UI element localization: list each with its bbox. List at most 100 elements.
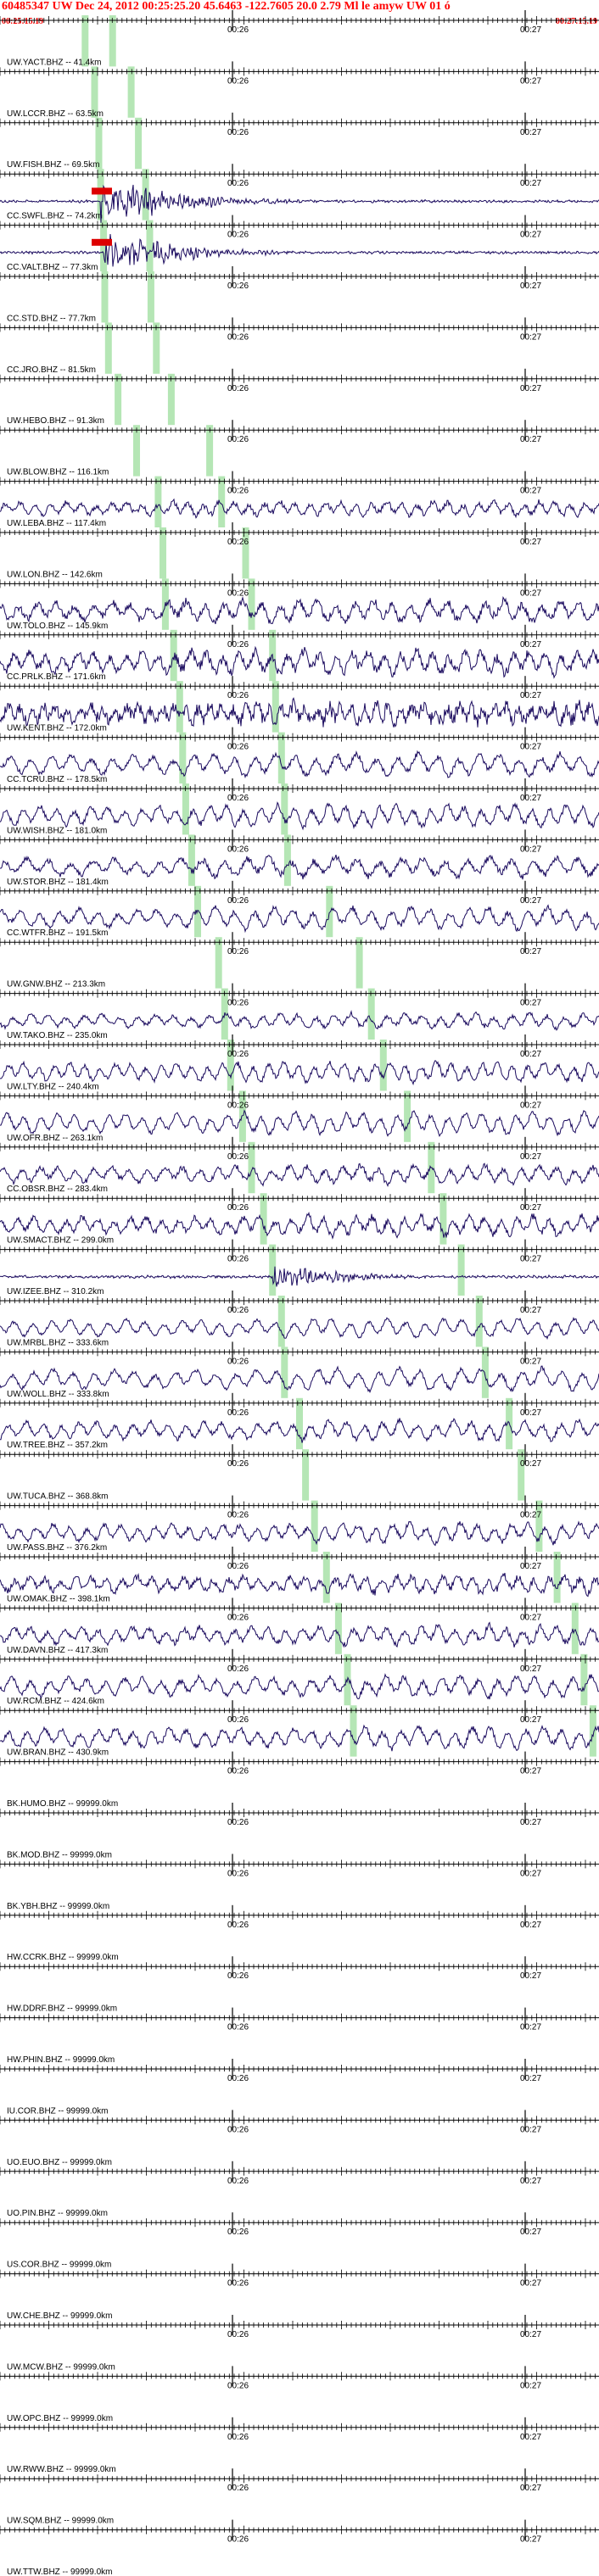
minute-label: 00:26	[227, 2535, 249, 2545]
waveform-trace	[0, 184, 599, 223]
channel-label: UW.OPC.BHZ -- 99999.0km	[7, 2414, 113, 2423]
pick-band-p	[188, 834, 195, 886]
pick-flag	[92, 238, 112, 246]
channel-label: CC.PRLK.BHZ -- 171.6km	[7, 672, 106, 682]
pick-band-p	[81, 15, 89, 67]
pick-band-p	[238, 1090, 246, 1142]
channel-label: BK.HUMO.BHZ -- 99999.0km	[7, 1799, 118, 1809]
minute-label: 00:27	[520, 487, 541, 496]
waveform-trace	[0, 1211, 599, 1240]
channel-label: UW.RWW.BHZ -- 99999.0km	[7, 2465, 116, 2474]
pick-band-s	[206, 425, 214, 477]
channel-label: UW.LON.BHZ -- 142.6km	[7, 570, 103, 579]
minute-label: 00:27	[520, 1511, 541, 1520]
pick-band-s	[147, 271, 154, 323]
minute-label: 00:26	[227, 384, 249, 393]
channel-label: UW.TREE.BHZ -- 357.2km	[7, 1441, 108, 1450]
channel-label: HW.DDRF.BHZ -- 99999.0km	[7, 2004, 117, 2014]
channel-label: UW.LEBA.BHZ -- 117.4km	[7, 519, 106, 528]
minute-label: 00:26	[227, 794, 249, 803]
channel-label: UW.TTW.BHZ -- 99999.0km	[7, 2568, 112, 2576]
minute-label: 00:27	[520, 2535, 541, 2545]
pick-band-s	[535, 1500, 543, 1552]
waveform-trace	[0, 1673, 599, 1700]
minute-label: 00:27	[520, 435, 541, 444]
minute-label: 00:27	[520, 794, 541, 803]
minute-label: 00:26	[227, 1767, 249, 1776]
channel-label: CC.WTFR.BHZ -- 191.5km	[7, 928, 108, 938]
time-ticks	[0, 220, 596, 230]
minute-label: 00:26	[227, 2381, 249, 2390]
waveform-trace	[0, 904, 599, 934]
time-ticks	[0, 1654, 596, 1664]
pick-band-s	[135, 117, 143, 170]
pick-band-s	[571, 1603, 579, 1654]
channel-label: UW.IZEE.BHZ -- 310.2km	[7, 1287, 104, 1296]
time-ticks	[0, 1194, 596, 1203]
minute-label: 00:27	[520, 743, 541, 752]
pick-band-s	[379, 1040, 387, 1091]
pick-band-s	[439, 1193, 447, 1245]
minute-label: 00:26	[227, 128, 249, 137]
channel-label: UW.TUCA.BHZ -- 368.8km	[7, 1492, 108, 1502]
pick-band-s	[457, 1244, 465, 1296]
time-ticks	[0, 16, 596, 25]
minute-label: 00:26	[227, 1869, 249, 1878]
pick-band-p	[182, 783, 189, 835]
time-ticks	[0, 2166, 596, 2176]
waveform-trace	[0, 1266, 599, 1287]
pick-band-s	[127, 66, 135, 118]
pick-band-p	[277, 1296, 285, 1347]
time-ticks	[0, 1706, 596, 1715]
time-ticks	[0, 1245, 596, 1254]
minute-label: 00:27	[520, 2177, 541, 2186]
time-ticks	[0, 1757, 596, 1766]
channel-label: CC.SWFL.BHZ -- 74.2km	[7, 212, 103, 221]
minute-label: 00:27	[520, 128, 541, 137]
waveform-trace	[0, 1572, 599, 1597]
time-ticks	[0, 1450, 596, 1459]
waveform-trace	[0, 233, 599, 267]
minute-label: 00:26	[227, 2330, 249, 2339]
minute-label: 00:26	[227, 1357, 249, 1366]
waveform-trace	[0, 1418, 599, 1443]
channel-label: UW.SQM.BHZ -- 99999.0km	[7, 2517, 114, 2526]
pick-band-p	[248, 1141, 255, 1194]
pick-band-p	[179, 732, 187, 783]
minute-label: 00:26	[227, 1921, 249, 1930]
time-ticks	[0, 784, 596, 793]
time-ticks	[0, 1860, 596, 1869]
time-ticks	[0, 1962, 596, 1971]
minute-label: 00:27	[520, 1408, 541, 1418]
pick-band-s	[109, 15, 116, 67]
pick-flag	[92, 187, 112, 195]
time-ticks	[0, 67, 596, 76]
time-ticks	[0, 1910, 596, 1920]
minute-label: 00:26	[227, 231, 249, 240]
pick-band-p	[350, 1705, 357, 1757]
minute-label: 00:26	[227, 2177, 249, 2186]
minute-label: 00:27	[520, 640, 541, 650]
pick-band-p	[115, 373, 122, 426]
time-ticks	[0, 528, 596, 537]
minute-label: 00:26	[227, 282, 249, 291]
pick-band-p	[101, 271, 109, 323]
channel-label: UW.OFR.BHZ -- 263.1km	[7, 1134, 103, 1143]
minute-label: 00:27	[520, 1357, 541, 1366]
channel-label: UW.LTY.BHZ -- 240.4km	[7, 1082, 99, 1091]
waveform-trace	[0, 1724, 599, 1752]
pick-band-s	[277, 732, 285, 783]
waveform-trace	[0, 801, 599, 831]
time-ticks	[0, 989, 596, 998]
waveform-trace	[0, 595, 599, 625]
channel-label: UO.PIN.BHZ -- 99999.0km	[7, 2209, 108, 2218]
time-ticks	[0, 1603, 596, 1613]
minute-label: 00:26	[227, 1562, 249, 1571]
time-ticks	[0, 1809, 596, 1817]
waveform-trace	[0, 1365, 599, 1394]
waveform-trace	[0, 1317, 599, 1341]
pick-band-s	[142, 169, 149, 220]
minute-label: 00:27	[520, 2330, 541, 2339]
pick-band-p	[227, 1040, 234, 1091]
minute-label: 00:26	[227, 1306, 249, 1315]
